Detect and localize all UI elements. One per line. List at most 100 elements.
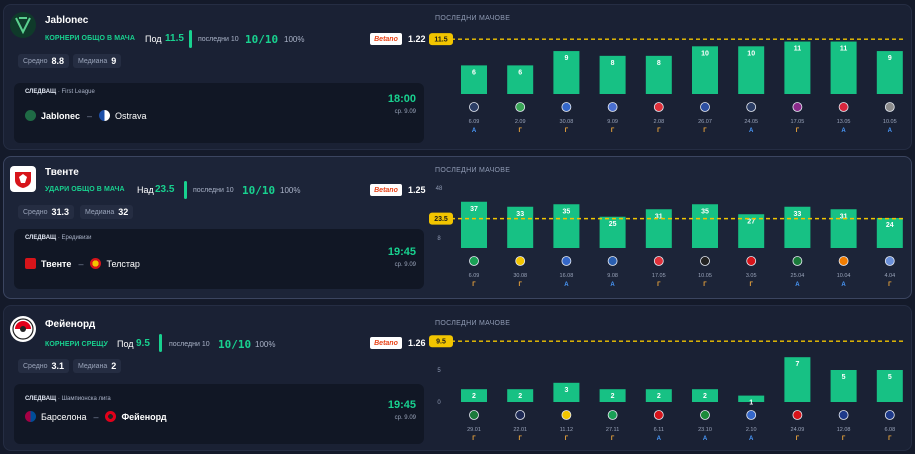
bar-value-label: 3 <box>564 387 568 394</box>
venue-label: Г <box>518 128 522 134</box>
opponent-logo-icon <box>607 102 618 112</box>
bar-value-label: 8 <box>657 60 661 67</box>
venue-label: Г <box>703 128 707 134</box>
match-date-label: 10.05 <box>698 273 712 279</box>
match-date-label: 2.09 <box>515 119 526 125</box>
divider <box>184 181 187 199</box>
venue-label: Г <box>796 128 800 134</box>
match-date-label: 6.09 <box>469 273 480 279</box>
away-team-logo <box>90 258 102 269</box>
opponent-logo-icon <box>515 102 526 112</box>
bar-value-label: 33 <box>516 211 524 218</box>
venue-label: Г <box>703 282 707 288</box>
venue-label: Г <box>518 436 522 442</box>
feyenoord-logo <box>10 316 36 342</box>
last10-label: последни 10 <box>198 36 239 43</box>
odds-value[interactable]: 1.25 <box>408 185 426 195</box>
betano-logo[interactable]: Betano <box>370 33 402 45</box>
bar <box>784 41 811 94</box>
venue-label: Г <box>657 128 661 134</box>
opponent-logo-icon <box>746 256 757 266</box>
opponent-logo-icon <box>469 410 479 420</box>
match-date-label: 24.09 <box>791 427 805 433</box>
opponent-logo-icon <box>653 410 664 420</box>
match-date-label: 17.05 <box>791 119 805 125</box>
opponent-logo-icon <box>561 410 572 420</box>
away-team-logo <box>99 110 111 121</box>
next-match[interactable]: СЛЕДВАЩ · First League Jablonec – Ostrav… <box>14 83 424 143</box>
bar <box>876 51 903 94</box>
last10-label: последни 10 <box>169 341 210 348</box>
opponent-logo-icon <box>469 256 479 266</box>
venue-label: А <box>610 282 615 288</box>
stat-line: 23.5 <box>155 184 175 195</box>
opponent-logo-icon <box>515 410 526 420</box>
match-teams: Барселона – Фейенорд <box>25 411 167 422</box>
bar-value-label: 10 <box>701 50 709 57</box>
next-match[interactable]: СЛЕДВАЩ · Ередивизи Твенте – Телстар 19:… <box>14 229 424 289</box>
team-name[interactable]: Jablonec <box>45 15 89 26</box>
bet-card-feyenoord[interactable]: Фейенорд КОРНЕРИ СРЕЩУ Под 9.5 последни … <box>3 305 912 451</box>
team-name[interactable]: Твенте <box>45 167 79 178</box>
bar-value-label: 31 <box>840 213 848 220</box>
kickoff-date: ср. 9.09 <box>394 262 416 268</box>
venue-label: Г <box>888 282 892 288</box>
chart-title: ПОСЛЕДНИ МАЧОВЕ <box>435 167 511 174</box>
home-team-logo <box>25 110 36 121</box>
opponent-logo-icon <box>607 256 618 266</box>
match-date-label: 6.08 <box>884 427 895 433</box>
bar <box>507 389 534 402</box>
last-matches-chart: 6 6.09 А 6 2.09 Г 9 30.08 Г 8 9.09 Г 8 2.08 Г 10 26.07 Г 1… <box>429 33 903 134</box>
bar-value-label: 37 <box>470 206 478 213</box>
bar <box>507 65 534 94</box>
team-name[interactable]: Фейенорд <box>45 319 96 330</box>
opponent-logo-icon <box>653 256 664 266</box>
match-date-label: 12.08 <box>837 427 851 433</box>
stat-side: Над <box>137 185 154 195</box>
stat-label: КОРНЕРИ СРЕЩУ <box>45 341 108 348</box>
opponent-logo-icon <box>746 410 757 420</box>
bar-value-label: 31 <box>655 213 663 220</box>
bar-value-label: 7 <box>795 361 799 368</box>
kickoff-date: ср. 9.09 <box>394 109 416 115</box>
away-team: Фейенорд <box>121 411 167 422</box>
betano-logo[interactable]: Betano <box>370 337 402 349</box>
bar-value-label: 35 <box>563 208 571 215</box>
jablonec-logo <box>10 12 36 38</box>
opponent-logo-icon <box>792 410 803 420</box>
bar <box>692 204 718 248</box>
stat-side: Под <box>145 34 162 44</box>
next-match-label: СЛЕДВАЩ · Шампионска лига <box>25 396 111 402</box>
away-team: Ostrava <box>115 110 147 121</box>
stat-side: Под <box>117 339 134 349</box>
bar-value-label: 5 <box>888 374 892 381</box>
opponent-logo-icon <box>884 102 895 112</box>
opponent-logo-icon <box>746 102 757 112</box>
stat-line: 9.5 <box>136 338 150 349</box>
match-date-label: 9.08 <box>607 273 618 279</box>
hit-percent: 100% <box>280 186 301 195</box>
next-match[interactable]: СЛЕДВАЩ · Шампионска лига Барселона – Фе… <box>14 384 424 444</box>
venue-label: Г <box>749 282 753 288</box>
odds-value[interactable]: 1.22 <box>408 34 426 44</box>
match-date-label: 2.08 <box>653 119 664 125</box>
match-date-label: 22.01 <box>513 427 527 433</box>
betano-logo[interactable]: Betano <box>370 184 402 196</box>
opponent-logo-icon <box>653 102 664 112</box>
median-chip: Медиана 2 <box>73 359 122 373</box>
threshold-badge <box>429 33 453 46</box>
home-team: Барселона <box>41 411 87 422</box>
bar <box>784 206 811 248</box>
bar-value-label: 11 <box>794 46 802 53</box>
match-date-label: 16.08 <box>560 273 574 279</box>
venue-label: Г <box>796 436 800 442</box>
threshold-label: 11.5 <box>434 37 447 44</box>
match-date-label: 25.04 <box>791 273 805 279</box>
venue-label: А <box>472 128 477 134</box>
match-date-label: 9.09 <box>607 119 618 125</box>
last10-label: последни 10 <box>193 187 234 194</box>
bar <box>553 382 580 402</box>
odds-value[interactable]: 1.26 <box>408 338 426 348</box>
bar-value-label: 6 <box>518 69 522 76</box>
bar-value-label: 8 <box>611 60 615 67</box>
